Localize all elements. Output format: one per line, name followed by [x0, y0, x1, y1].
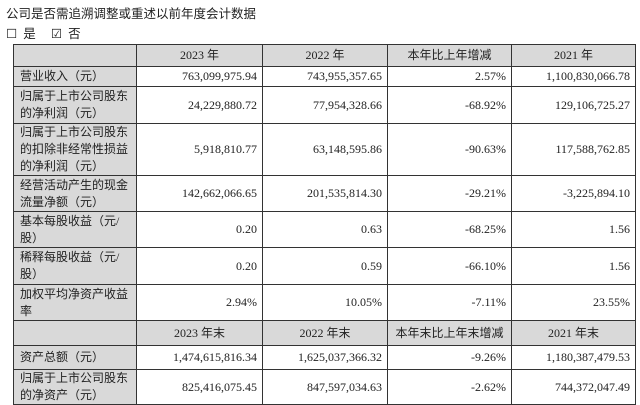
- cell-value: -7.11%: [387, 284, 512, 321]
- cell-value: 5,918,810.77: [136, 123, 263, 176]
- table-row: 经营活动产生的现金流量净额（元） 142,662,066.65 201,535,81…: [13, 175, 636, 212]
- option-yes[interactable]: ☐ 是: [6, 27, 36, 41]
- table-row: 稀释每股收益（元/股） 0.20 0.59 -66.10% 1.56: [13, 247, 636, 285]
- cell-value: -29.21%: [387, 175, 512, 212]
- cell-value: 1,474,615,816.34: [136, 345, 263, 370]
- row-label: 营业收入（元）: [13, 66, 137, 87]
- table-row: 营业收入（元） 763,099,975.94 743,955,357.65 2.57%…: [13, 66, 636, 87]
- cell-value: 77,954,328.66: [262, 86, 388, 124]
- cell-value: -3,225,894.10: [511, 175, 636, 212]
- cell-value: -68.25%: [387, 211, 512, 248]
- cell-value: 1.56: [511, 247, 636, 285]
- checkbox-unchecked-icon: ☐: [6, 27, 18, 41]
- column-header: 2023 年末: [136, 320, 263, 346]
- table-row: 加权平均净资产收益率 2.94% 10.05% -7.11% 23.55%: [13, 284, 636, 321]
- cell-value: 10.05%: [262, 284, 388, 321]
- row-label: 归属于上市公司股东的净资产（元）: [13, 369, 137, 405]
- cell-value: -2.62%: [387, 369, 512, 405]
- row-label: 归属于上市公司股东的扣除非经常性损益的净利润（元）: [13, 123, 137, 176]
- cell-value: 142,662,066.65: [136, 175, 263, 212]
- cell-value: 847,597,034.63: [262, 369, 388, 405]
- cell-value: 744,372,047.49: [511, 369, 636, 405]
- column-header: 2021 年末: [511, 320, 636, 346]
- table-row: 资产总额（元） 1,474,615,816.34 1,625,037,366.32-…: [13, 345, 636, 370]
- financial-data-table: 2023 年 2022 年本年比上年增减 2021 年营业收入（元） 763,099,…: [13, 44, 636, 405]
- header-row: 2023 年 2022 年本年比上年增减 2021 年: [13, 44, 636, 67]
- cell-value: 0.20: [136, 247, 263, 285]
- cell-value: 117,588,762.85: [511, 123, 636, 176]
- row-label: 稀释每股收益（元/股）: [13, 247, 137, 285]
- column-header: 2021 年: [511, 44, 636, 67]
- row-label: 基本每股收益（元/股）: [13, 211, 137, 248]
- table-row: 归属于上市公司股东的扣除非经常性损益的净利润（元） 5,918,810.77 63,…: [13, 123, 636, 176]
- cell-value: 825,416,075.45: [136, 369, 263, 405]
- cell-value: -68.92%: [387, 86, 512, 124]
- cell-value: 63,148,595.86: [262, 123, 388, 176]
- checkbox-checked-icon: ☑: [50, 27, 63, 41]
- row-label: 资产总额（元）: [13, 345, 137, 370]
- cell-value: 24,229,880.72: [136, 86, 263, 124]
- cell-value: -9.26%: [387, 345, 512, 370]
- column-header: 2022 年: [262, 44, 388, 67]
- restatement-options: ☐ 是 ☑ 否: [6, 23, 93, 42]
- column-header: 2023 年: [136, 44, 263, 67]
- table-row: 基本每股收益（元/股） 0.20 0.63 -68.25% 1.56: [13, 211, 636, 248]
- cell-value: 0.20: [136, 211, 263, 248]
- cell-value: 1.56: [511, 211, 636, 248]
- column-header: [13, 44, 137, 67]
- cell-value: 763,099,975.94: [136, 66, 263, 87]
- cell-value: 2.94%: [136, 284, 263, 321]
- cell-value: 1,100,830,066.78: [511, 66, 636, 87]
- table-row: 归属于上市公司股东的净资产（元） 825,416,075.45 847,597,03…: [13, 369, 636, 405]
- cell-value: 129,106,725.27: [511, 86, 636, 124]
- cell-value: 0.59: [262, 247, 388, 285]
- cell-value: -66.10%: [387, 247, 512, 285]
- option-no[interactable]: ☑ 否: [50, 27, 81, 41]
- cell-value: -90.63%: [387, 123, 512, 176]
- cell-value: 0.63: [262, 211, 388, 248]
- cell-value: 2.57%: [387, 66, 512, 87]
- cell-value: 1,625,037,366.32: [262, 345, 388, 370]
- row-label: 经营活动产生的现金流量净额（元）: [13, 175, 137, 212]
- row-label: 归属于上市公司股东的净利润（元）: [13, 86, 137, 124]
- row-label: 加权平均净资产收益率: [13, 284, 137, 321]
- section-title: 公司是否需追溯调整或重述以前年度会计数据: [6, 7, 257, 21]
- cell-value: 201,535,814.30: [262, 175, 388, 212]
- cell-value: 1,180,387,479.53: [511, 345, 636, 370]
- column-header: 本年末比上年末增减: [387, 320, 512, 346]
- cell-value: 23.55%: [511, 284, 636, 321]
- column-header: [13, 320, 137, 346]
- column-header: 本年比上年增减: [387, 44, 512, 67]
- column-header: 2022 年末: [262, 320, 388, 346]
- table-row: 归属于上市公司股东的净利润（元） 24,229,880.72 77,954,328.…: [13, 86, 636, 124]
- cell-value: 743,955,357.65: [262, 66, 388, 87]
- header-row: 2023 年末 2022 年末 本年末比上年末增减 2021 年末: [13, 320, 636, 346]
